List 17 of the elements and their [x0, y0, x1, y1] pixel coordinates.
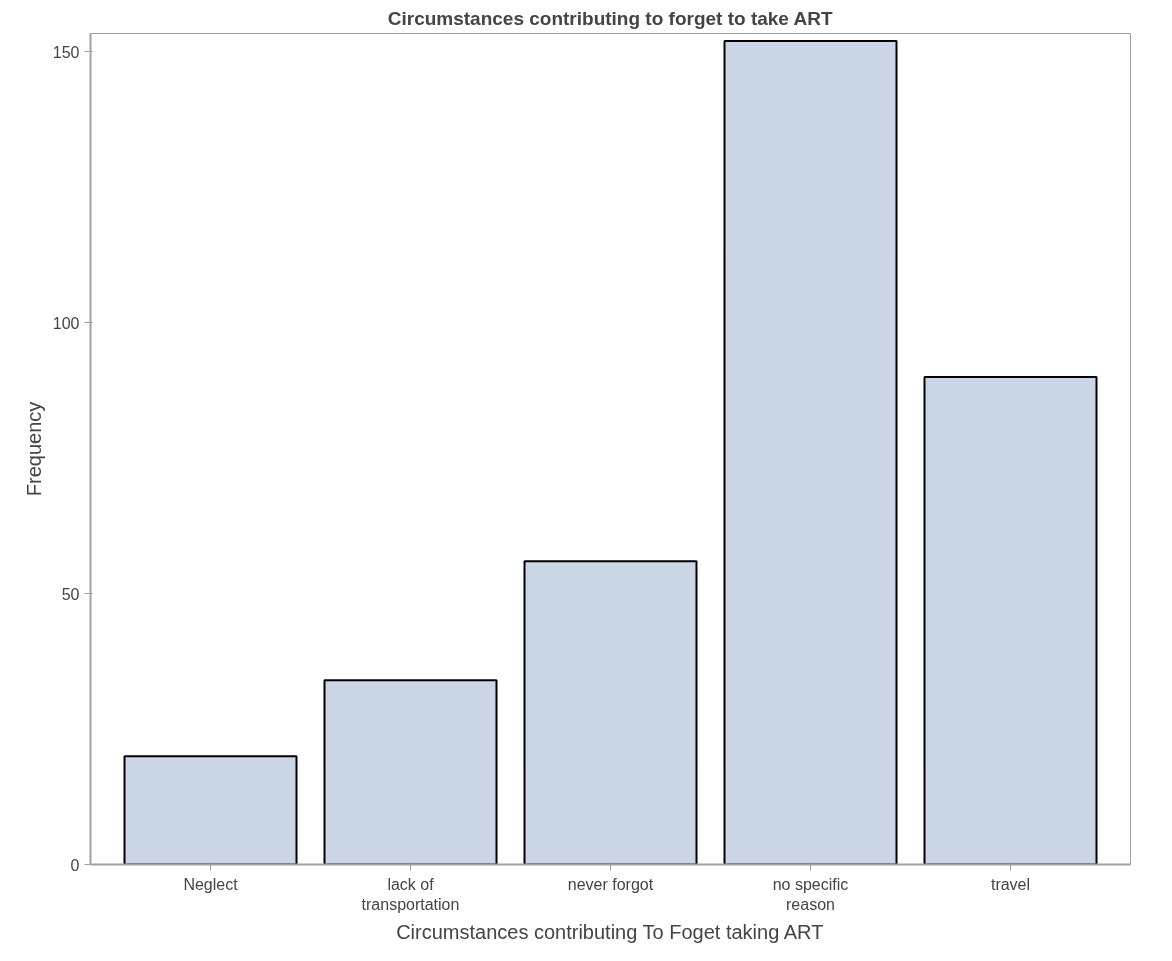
x-axis-title: Circumstances contributing To Foget taking ART [396, 920, 824, 943]
bar [123, 755, 298, 865]
x-tick-label: lack of transportation [361, 875, 460, 913]
x-tick-label: Neglect [183, 875, 239, 893]
x-tick-label: no specific reason [772, 875, 849, 913]
y-tick-label: 150 [52, 43, 80, 61]
bar [923, 375, 1098, 865]
bar [523, 560, 698, 865]
y-tick-label: 0 [70, 856, 80, 874]
bar [323, 679, 498, 865]
y-tick-label: 100 [52, 314, 80, 332]
chart-title: Circumstances contributing to forget to take ART [387, 7, 833, 29]
x-tick-label: travel [990, 875, 1031, 893]
bar [723, 40, 898, 865]
y-axis-title: Frequency [22, 401, 45, 497]
x-tick-label: never forgot [567, 875, 654, 893]
y-tick-label: 50 [61, 585, 80, 603]
